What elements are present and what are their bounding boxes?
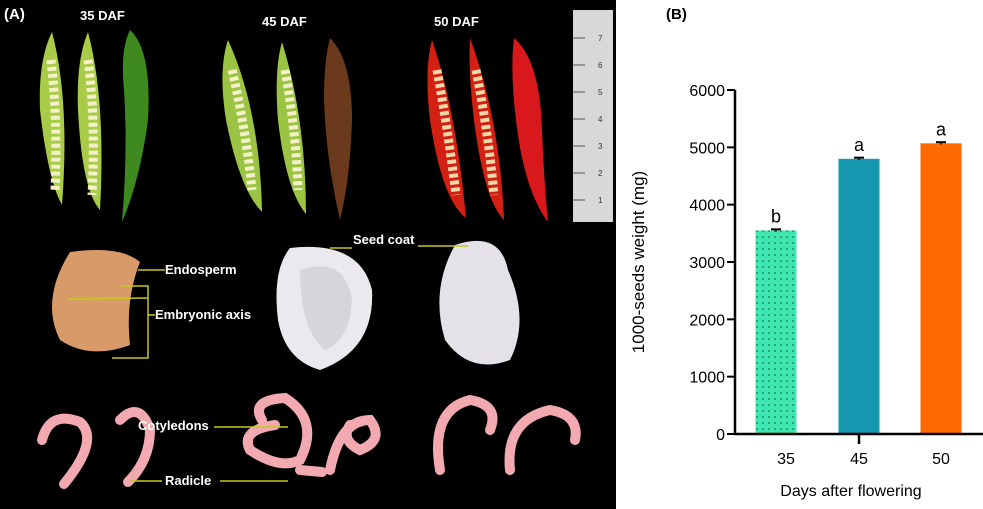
label-embryonic-axis: Embryonic axis — [155, 307, 252, 322]
y-tick-label: 1000 — [689, 370, 725, 387]
y-tick-label: 3000 — [689, 255, 725, 272]
ruler-mark: 3 — [598, 142, 603, 151]
label-endosperm: Endosperm — [165, 262, 237, 277]
x-tick-label: 45 — [850, 451, 868, 468]
bar-45 — [838, 158, 880, 435]
stage-label-45: 45 DAF — [262, 14, 307, 29]
embryos — [37, 392, 581, 489]
y-tick-label: 6000 — [689, 83, 725, 100]
y-tick-label: 0 — [716, 427, 725, 444]
bar-35 — [755, 230, 797, 434]
ruler-mark: 7 — [598, 34, 603, 43]
ruler: 1 2 3 4 5 6 7 — [573, 10, 613, 222]
significance-label: a — [854, 135, 865, 155]
x-axis-label: Days after flowering — [780, 483, 921, 500]
ruler-mark: 2 — [598, 169, 603, 178]
ruler-mark: 5 — [598, 88, 603, 97]
pepper-35-daf — [39, 30, 149, 222]
pepper-50-daf — [427, 38, 548, 222]
label-radicle: Radicle — [165, 473, 212, 488]
chart-svg: 1000-seeds weight (mg) Days after flower… — [629, 83, 983, 500]
photo-panel-a: (A) 35 DAF 45 DAF 50 DAF 1 2 — [0, 0, 616, 509]
ruler-mark: 1 — [598, 196, 603, 205]
bar-chart-panel-b: (B) 1000-seeds weight (mg) Days after fl… — [616, 0, 983, 509]
annotation-lines — [67, 245, 468, 482]
ruler-mark: 6 — [598, 61, 603, 70]
x-tick-label: 35 — [777, 451, 795, 468]
seed-35-daf — [52, 249, 140, 352]
seed-50-daf — [439, 240, 520, 365]
ruler-mark: 4 — [598, 115, 603, 124]
y-axis-label: 1000-seeds weight (mg) — [629, 171, 648, 353]
stage-label-50: 50 DAF — [434, 14, 479, 29]
significance-label: b — [771, 206, 781, 226]
y-tick-label: 5000 — [689, 140, 725, 157]
label-seed-coat: Seed coat — [353, 232, 415, 247]
pepper-45-daf — [222, 38, 352, 220]
specimen-photos: 1 2 3 4 5 6 7 — [37, 10, 613, 489]
label-cotyledons: Cotyledons — [138, 418, 209, 433]
bar-50 — [920, 143, 962, 434]
panel-a-label: (A) — [4, 6, 25, 23]
x-tick-label: 50 — [932, 451, 950, 468]
stage-label-35: 35 DAF — [80, 8, 125, 23]
y-tick-label: 2000 — [689, 312, 725, 329]
significance-label: a — [936, 119, 947, 139]
y-tick-label: 4000 — [689, 198, 725, 215]
panel-b-label: (B) — [666, 6, 687, 23]
